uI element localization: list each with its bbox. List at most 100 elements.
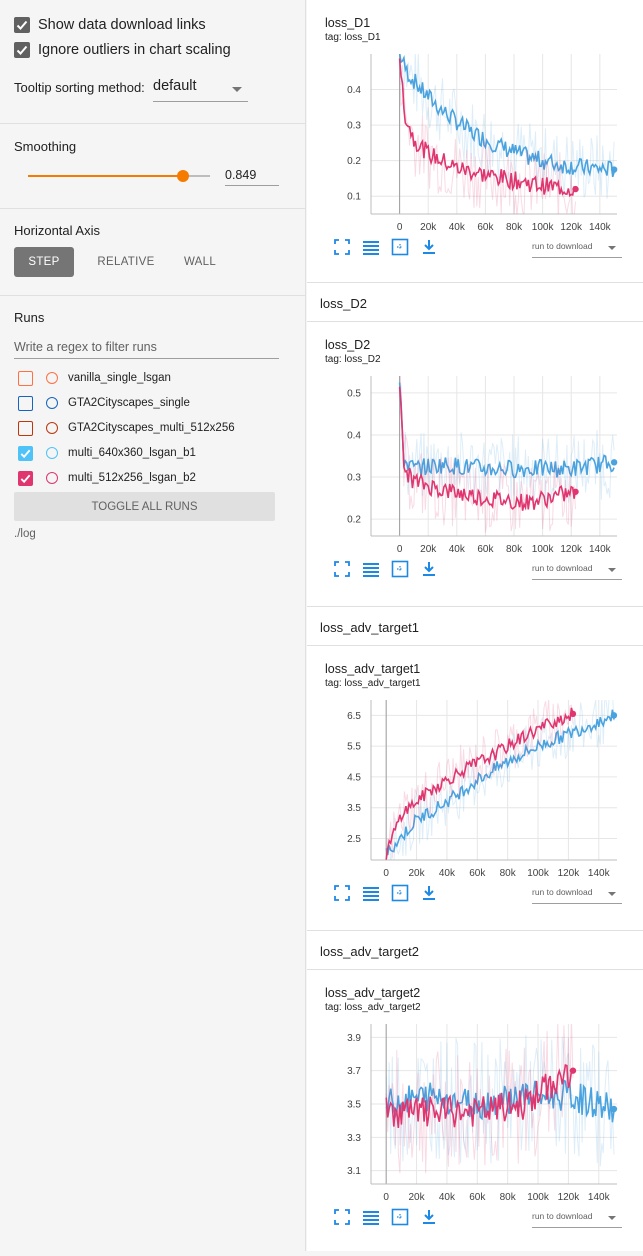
y-tick-label: 3.9 xyxy=(347,1033,361,1044)
x-tick-label: 60k xyxy=(477,544,494,555)
x-tick-label: 20k xyxy=(408,1192,425,1203)
x-tick-label: 0 xyxy=(397,544,403,555)
checkmark-icon xyxy=(20,449,31,458)
download-icon[interactable] xyxy=(419,1208,439,1226)
run-to-download-label: run to download xyxy=(532,241,593,251)
chart-svg[interactable]: 0 20k 40k 60k 80k 100k 120k 140k 0.1 0.2 0.3 0.4 xyxy=(325,48,623,238)
checkmark-icon xyxy=(20,474,31,483)
run-item[interactable]: GTA2Cityscapes_single xyxy=(18,394,190,412)
smoothing-slider-thumb[interactable] xyxy=(176,170,189,182)
run-checkbox[interactable] xyxy=(18,420,33,436)
run-name: multi_512x256_lsgan_b2 xyxy=(68,472,196,484)
series-end-point xyxy=(572,185,579,193)
log-scale-icon[interactable] xyxy=(361,560,381,578)
run-checkbox[interactable] xyxy=(18,370,33,386)
fit-domain-icon[interactable] xyxy=(390,238,410,256)
x-tick-label: 60k xyxy=(469,868,486,879)
chart-svg[interactable]: 0 20k 40k 60k 80k 100k 120k 140k 3.1 3.3 3.5 3.7 3.9 xyxy=(325,1018,623,1208)
download-icon[interactable] xyxy=(419,560,439,578)
chart-card: loss_D1 tag: loss_D1 0 20k 40k 60k 80k 100k 120k… xyxy=(307,16,643,286)
axis-relative-button[interactable]: RELATIVE xyxy=(97,256,155,268)
log-scale-icon[interactable] xyxy=(361,884,381,902)
run-item[interactable]: GTA2Cityscapes_multi_512x256 xyxy=(18,419,235,437)
run-to-download-select[interactable]: run to download xyxy=(532,238,622,258)
series-smoothed-line xyxy=(398,54,615,178)
group-header[interactable]: loss_adv_target1 xyxy=(307,606,643,646)
x-tick-label: 60k xyxy=(469,1192,486,1203)
x-tick-label: 40k xyxy=(449,544,466,555)
smoothing-slider-fill xyxy=(28,175,183,177)
toggle-all-runs-button[interactable]: TOGGLE ALL RUNS xyxy=(14,492,275,521)
series-smoothed-line xyxy=(398,386,577,511)
run-name: vanilla_single_lsgan xyxy=(68,372,171,384)
fit-domain-icon[interactable] xyxy=(390,1208,410,1226)
chart-svg[interactable]: 0 20k 40k 60k 80k 100k 120k 140k 2.5 3.5 4.5 5.5 6.5 xyxy=(325,694,623,884)
show-download-links-checkbox[interactable]: Show data download links xyxy=(14,16,206,34)
chart-tag: tag: loss_D2 xyxy=(325,354,381,365)
series-end-point xyxy=(569,1067,577,1074)
run-item[interactable]: vanilla_single_lsgan xyxy=(18,369,171,387)
run-to-download-select[interactable]: run to download xyxy=(532,560,622,580)
series-end-point xyxy=(572,488,579,495)
log-scale-icon[interactable] xyxy=(361,238,381,256)
chart-title: loss_D1 xyxy=(325,16,371,30)
y-tick-label: 3.5 xyxy=(347,803,361,814)
smoothing-value-input[interactable]: 0.849 xyxy=(225,164,279,186)
run-to-download-select[interactable]: run to download xyxy=(532,1208,622,1228)
runs-title: Runs xyxy=(14,310,45,325)
group-header-title: loss_adv_target2 xyxy=(320,944,420,959)
fullscreen-icon[interactable] xyxy=(332,560,352,578)
run-to-download-select[interactable]: run to download xyxy=(532,884,622,904)
y-tick-label: 0.4 xyxy=(347,430,361,441)
chart-title: loss_adv_target1 xyxy=(325,662,421,676)
dropdown-arrow-icon xyxy=(608,1216,616,1220)
run-name: GTA2Cityscapes_single xyxy=(68,397,190,409)
tooltip-sorting-label: Tooltip sorting method: xyxy=(14,80,145,95)
dropdown-arrow-icon xyxy=(608,892,616,896)
tooltip-sorting-select[interactable]: default xyxy=(153,78,248,102)
run-color-circle-icon xyxy=(46,422,58,434)
y-tick-label: 4.5 xyxy=(347,772,361,783)
x-tick-label: 80k xyxy=(500,1192,517,1203)
axis-step-button[interactable]: STEP xyxy=(14,247,74,277)
x-tick-label: 40k xyxy=(439,868,456,879)
ignore-outliers-checkbox[interactable]: Ignore outliers in chart scaling xyxy=(14,41,231,59)
group-header-title: loss_adv_target1 xyxy=(320,620,420,635)
chart-toolbar xyxy=(332,238,448,256)
y-tick-label: 0.3 xyxy=(347,473,361,484)
fullscreen-icon[interactable] xyxy=(332,1208,352,1226)
show-download-links-label: Show data download links xyxy=(38,17,206,33)
log-scale-icon[interactable] xyxy=(361,1208,381,1226)
series-end-point xyxy=(569,710,577,718)
smoothing-slider[interactable] xyxy=(28,170,210,182)
x-tick-label: 120k xyxy=(560,222,583,233)
run-item[interactable]: multi_640x360_lsgan_b1 xyxy=(18,444,196,462)
group-header[interactable]: loss_D2 xyxy=(307,282,643,322)
chart-svg[interactable]: 0 20k 40k 60k 80k 100k 120k 140k 0.2 0.3 0.4 0.5 xyxy=(325,370,623,560)
chart-card: loss_adv_target2 tag: loss_adv_target2 0 20… xyxy=(307,986,643,1256)
download-icon[interactable] xyxy=(419,884,439,902)
fit-domain-icon[interactable] xyxy=(390,884,410,902)
run-checkbox-checked[interactable] xyxy=(18,445,33,461)
run-item[interactable]: multi_512x256_lsgan_b2 xyxy=(18,469,196,487)
chart-tag: tag: loss_adv_target1 xyxy=(325,678,421,689)
download-icon[interactable] xyxy=(419,238,439,256)
x-tick-label: 0 xyxy=(397,222,403,233)
x-tick-label: 40k xyxy=(439,1192,456,1203)
fit-domain-icon[interactable] xyxy=(390,560,410,578)
y-tick-label: 0.2 xyxy=(347,156,361,167)
runs-filter-input[interactable]: Write a regex to filter runs xyxy=(14,337,279,359)
group-header[interactable]: loss_adv_target2 xyxy=(307,930,643,970)
run-checkbox[interactable] xyxy=(18,395,33,411)
x-tick-label: 120k xyxy=(558,1192,581,1203)
y-tick-label: 3.7 xyxy=(347,1066,361,1077)
run-checkbox-checked[interactable] xyxy=(18,470,33,486)
run-to-download-label: run to download xyxy=(532,1211,593,1221)
chart-toolbar xyxy=(332,884,448,902)
axis-wall-button[interactable]: WALL xyxy=(183,256,217,268)
checkbox-checked-icon xyxy=(14,42,30,58)
fullscreen-icon[interactable] xyxy=(332,884,352,902)
chart-tag: tag: loss_adv_target2 xyxy=(325,1002,421,1013)
group-header-title: loss_D2 xyxy=(320,296,367,311)
fullscreen-icon[interactable] xyxy=(332,238,352,256)
